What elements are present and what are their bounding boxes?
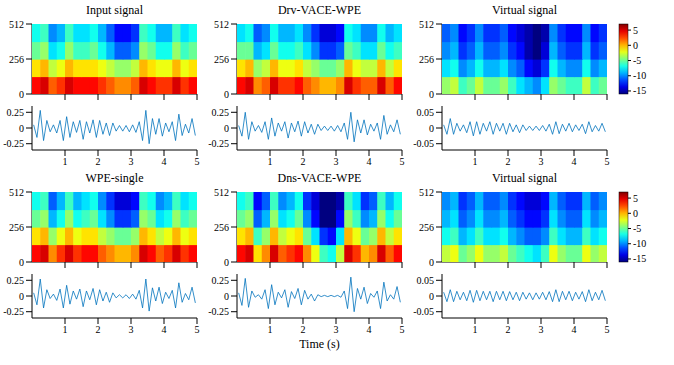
- svg-text:256: 256: [419, 222, 434, 233]
- svg-text:512: 512: [419, 19, 434, 30]
- svg-text:5: 5: [633, 193, 638, 204]
- svg-text:0: 0: [633, 40, 638, 51]
- svg-text:-0.25: -0.25: [208, 138, 229, 149]
- svg-text:0: 0: [224, 257, 229, 268]
- svg-text:0.05: 0.05: [417, 107, 435, 118]
- svg-text:0: 0: [429, 89, 434, 100]
- svg-text:1: 1: [63, 156, 68, 166]
- html-text:WPE-single: WPE-single: [85, 171, 144, 185]
- svg-text:512: 512: [214, 19, 229, 30]
- svg-text:3: 3: [334, 156, 339, 166]
- svg-text:-0.25: -0.25: [208, 306, 229, 317]
- svg-text:1: 1: [268, 324, 273, 334]
- svg-text:0: 0: [224, 89, 229, 100]
- svg-text:256: 256: [9, 54, 24, 65]
- svg-text:3: 3: [129, 156, 134, 166]
- svg-text:-10: -10: [633, 238, 646, 249]
- svg-text:2: 2: [96, 324, 101, 334]
- svg-text:0: 0: [19, 123, 24, 134]
- svg-text:0.25: 0.25: [7, 107, 25, 118]
- svg-text:-5: -5: [633, 223, 641, 234]
- svg-text:4: 4: [367, 324, 372, 334]
- svg-text:5: 5: [195, 156, 200, 166]
- svg-text:-0.05: -0.05: [413, 306, 434, 317]
- svg-text:256: 256: [214, 54, 229, 65]
- svg-text:256: 256: [214, 222, 229, 233]
- svg-text:3: 3: [129, 324, 134, 334]
- svg-text:5: 5: [633, 25, 638, 36]
- svg-text:256: 256: [9, 222, 24, 233]
- svg-text:-10: -10: [633, 70, 646, 81]
- svg-text:1: 1: [268, 156, 273, 166]
- svg-text:3: 3: [539, 324, 544, 334]
- svg-text:2: 2: [301, 156, 306, 166]
- svg-text:4: 4: [572, 156, 577, 166]
- svg-text:2: 2: [506, 324, 511, 334]
- svg-text:5: 5: [400, 156, 405, 166]
- svg-text:0: 0: [224, 291, 229, 302]
- svg-text:0: 0: [429, 257, 434, 268]
- html-text:Dns-VACE-WPE: Dns-VACE-WPE: [277, 171, 362, 185]
- svg-text:0.25: 0.25: [212, 275, 230, 286]
- svg-text:5: 5: [195, 324, 200, 334]
- svg-text:-0.25: -0.25: [3, 306, 24, 317]
- html-text:Drv-VACE-WPE: Drv-VACE-WPE: [277, 3, 361, 17]
- html-text:Time (s): Time (s): [299, 337, 340, 351]
- svg-text:0: 0: [19, 89, 24, 100]
- svg-text:-15: -15: [633, 253, 646, 264]
- html-text:Virtual signal: Virtual signal: [492, 171, 557, 185]
- svg-text:3: 3: [334, 324, 339, 334]
- svg-text:-0.25: -0.25: [3, 138, 24, 149]
- svg-text:4: 4: [367, 156, 372, 166]
- svg-text:256: 256: [419, 54, 434, 65]
- svg-text:5: 5: [605, 324, 610, 334]
- svg-text:-0.05: -0.05: [413, 138, 434, 149]
- svg-text:512: 512: [214, 187, 229, 198]
- svg-text:4: 4: [572, 324, 577, 334]
- svg-text:1: 1: [473, 156, 478, 166]
- svg-text:3: 3: [539, 156, 544, 166]
- svg-text:512: 512: [9, 187, 24, 198]
- svg-text:0: 0: [19, 291, 24, 302]
- svg-text:0: 0: [429, 123, 434, 134]
- svg-text:-15: -15: [633, 85, 646, 96]
- svg-text:4: 4: [162, 324, 167, 334]
- svg-text:512: 512: [9, 19, 24, 30]
- svg-text:0: 0: [429, 291, 434, 302]
- svg-text:5: 5: [400, 324, 405, 334]
- svg-text:1: 1: [63, 324, 68, 334]
- svg-text:-5: -5: [633, 55, 641, 66]
- svg-text:0: 0: [19, 257, 24, 268]
- html-text:Input signal: Input signal: [86, 3, 143, 17]
- svg-text:2: 2: [301, 324, 306, 334]
- svg-text:4: 4: [162, 156, 167, 166]
- svg-text:0: 0: [633, 208, 638, 219]
- svg-text:512: 512: [419, 187, 434, 198]
- svg-text:0.05: 0.05: [417, 275, 435, 286]
- html-text:Virtual signal: Virtual signal: [492, 3, 557, 17]
- svg-text:0.25: 0.25: [7, 275, 25, 286]
- svg-text:5: 5: [605, 156, 610, 166]
- svg-text:2: 2: [96, 156, 101, 166]
- svg-text:2: 2: [506, 156, 511, 166]
- svg-text:0.25: 0.25: [212, 107, 230, 118]
- svg-text:1: 1: [473, 324, 478, 334]
- svg-text:0: 0: [224, 123, 229, 134]
